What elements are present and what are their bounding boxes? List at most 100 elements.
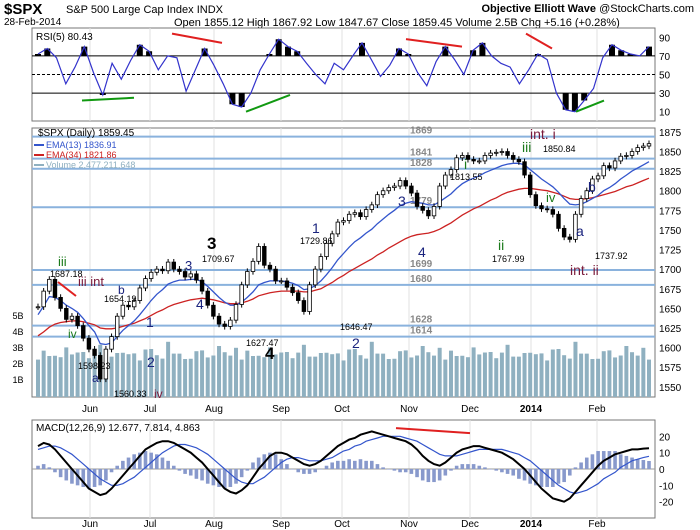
volume-bar bbox=[381, 353, 386, 397]
candle-body bbox=[284, 280, 290, 288]
candle-body bbox=[120, 304, 126, 317]
volume-bar bbox=[499, 352, 504, 397]
candle-body bbox=[516, 158, 522, 163]
volume-bar bbox=[596, 358, 601, 397]
ema34-line bbox=[37, 177, 650, 337]
candle-body bbox=[58, 296, 63, 309]
volume-bar bbox=[115, 353, 120, 397]
price-tick-label: 1800 bbox=[659, 187, 682, 198]
volume-bar bbox=[448, 350, 453, 397]
candle-body bbox=[194, 273, 199, 281]
candle-body bbox=[256, 246, 261, 262]
macd-histogram-bar bbox=[562, 469, 566, 483]
candle-body bbox=[607, 165, 612, 169]
candle-body bbox=[250, 260, 256, 272]
volume-bar bbox=[256, 355, 261, 397]
volume-bar bbox=[386, 359, 391, 397]
volume-bar bbox=[556, 349, 561, 397]
macd-histogram-bar bbox=[551, 469, 555, 487]
candle-body bbox=[165, 261, 171, 272]
macd-histogram-bar bbox=[488, 469, 493, 470]
macd-histogram-bar bbox=[307, 469, 312, 474]
candle-body bbox=[369, 204, 374, 210]
candle-body bbox=[222, 323, 227, 327]
candle-body bbox=[363, 209, 369, 218]
source-text: Objective Elliott Wave bbox=[481, 3, 597, 15]
candle-body bbox=[494, 151, 499, 154]
level-label: 1828 bbox=[410, 158, 433, 169]
volume-bar bbox=[398, 351, 403, 397]
wave-label: iii bbox=[522, 139, 531, 155]
candle-body bbox=[273, 268, 278, 282]
volume-bar bbox=[545, 360, 550, 397]
candle-body bbox=[307, 284, 312, 312]
candle-body bbox=[420, 206, 425, 211]
macd-month-label: Dec bbox=[461, 519, 479, 530]
macd-histogram-bar bbox=[358, 459, 363, 469]
volume-bar bbox=[262, 357, 267, 397]
candle-body bbox=[403, 180, 408, 187]
candle-body bbox=[437, 185, 442, 207]
candle-body bbox=[443, 174, 448, 187]
volume-bar bbox=[177, 353, 182, 397]
ema13-line bbox=[37, 161, 650, 346]
candle-body bbox=[290, 286, 295, 294]
volume-bar bbox=[454, 356, 459, 397]
volume-bar bbox=[635, 355, 640, 397]
wave-label: iii bbox=[58, 254, 67, 269]
candle-body bbox=[160, 268, 165, 272]
volume-bar bbox=[630, 352, 635, 397]
candle-body bbox=[477, 160, 482, 163]
macd-histogram-bar bbox=[222, 469, 227, 489]
price-label: 1767.99 bbox=[492, 254, 525, 264]
macd-tick-label: 0 bbox=[659, 465, 665, 476]
candle-body bbox=[245, 271, 250, 286]
volume-bar bbox=[341, 360, 346, 397]
volume-bar bbox=[579, 353, 584, 397]
price-tick-label: 1625 bbox=[659, 324, 682, 335]
volume-bar bbox=[149, 349, 154, 397]
candle-body bbox=[595, 175, 601, 180]
macd-histogram-bar bbox=[64, 469, 69, 481]
volume-bar bbox=[75, 352, 80, 397]
volume-bar bbox=[52, 355, 57, 397]
macd-histogram-bar bbox=[245, 469, 250, 471]
volume-bar bbox=[562, 355, 567, 397]
volume-bar bbox=[601, 351, 606, 397]
legend-entry: EMA(13) 1836.91 bbox=[46, 140, 117, 150]
price-label: 1687.18 bbox=[50, 269, 83, 279]
trend-arrow bbox=[57, 281, 77, 297]
macd-histogram-bar bbox=[449, 469, 453, 471]
rsi-tick-label: 50 bbox=[659, 71, 671, 82]
candle-body bbox=[239, 284, 244, 305]
macd-histogram-bar bbox=[618, 454, 623, 469]
wave-label: 3 bbox=[185, 258, 192, 273]
macd-histogram-bar bbox=[36, 465, 40, 469]
credit-text: @StockCharts.com bbox=[599, 3, 694, 15]
volume-bar bbox=[573, 341, 578, 397]
candle-body bbox=[109, 336, 114, 350]
volume-bar bbox=[301, 344, 306, 397]
volume-bar bbox=[267, 347, 272, 397]
candle-body bbox=[618, 155, 623, 162]
macd-histogram-bar bbox=[183, 469, 187, 474]
macd-month-label: Jun bbox=[82, 519, 98, 530]
level-label: 1841 bbox=[410, 148, 433, 159]
volume-bar bbox=[505, 344, 510, 397]
macd-histogram-bar bbox=[188, 469, 193, 476]
macd-histogram-bar bbox=[279, 459, 284, 469]
candle-body bbox=[233, 304, 239, 321]
candle-body bbox=[629, 151, 635, 156]
volume-bar bbox=[279, 352, 284, 397]
candle-body bbox=[561, 227, 567, 238]
macd-histogram-bar bbox=[353, 460, 357, 469]
candle-body bbox=[148, 271, 154, 279]
macd-histogram-bar bbox=[336, 460, 340, 469]
macd-histogram-bar bbox=[58, 469, 63, 478]
macd-histogram-bar bbox=[109, 469, 114, 473]
price-month-label: Nov bbox=[400, 404, 418, 415]
candle-body bbox=[98, 355, 103, 380]
price-label: 1598.23 bbox=[78, 361, 111, 371]
level-label: 1779 bbox=[410, 196, 433, 207]
volume-bar bbox=[624, 346, 629, 397]
